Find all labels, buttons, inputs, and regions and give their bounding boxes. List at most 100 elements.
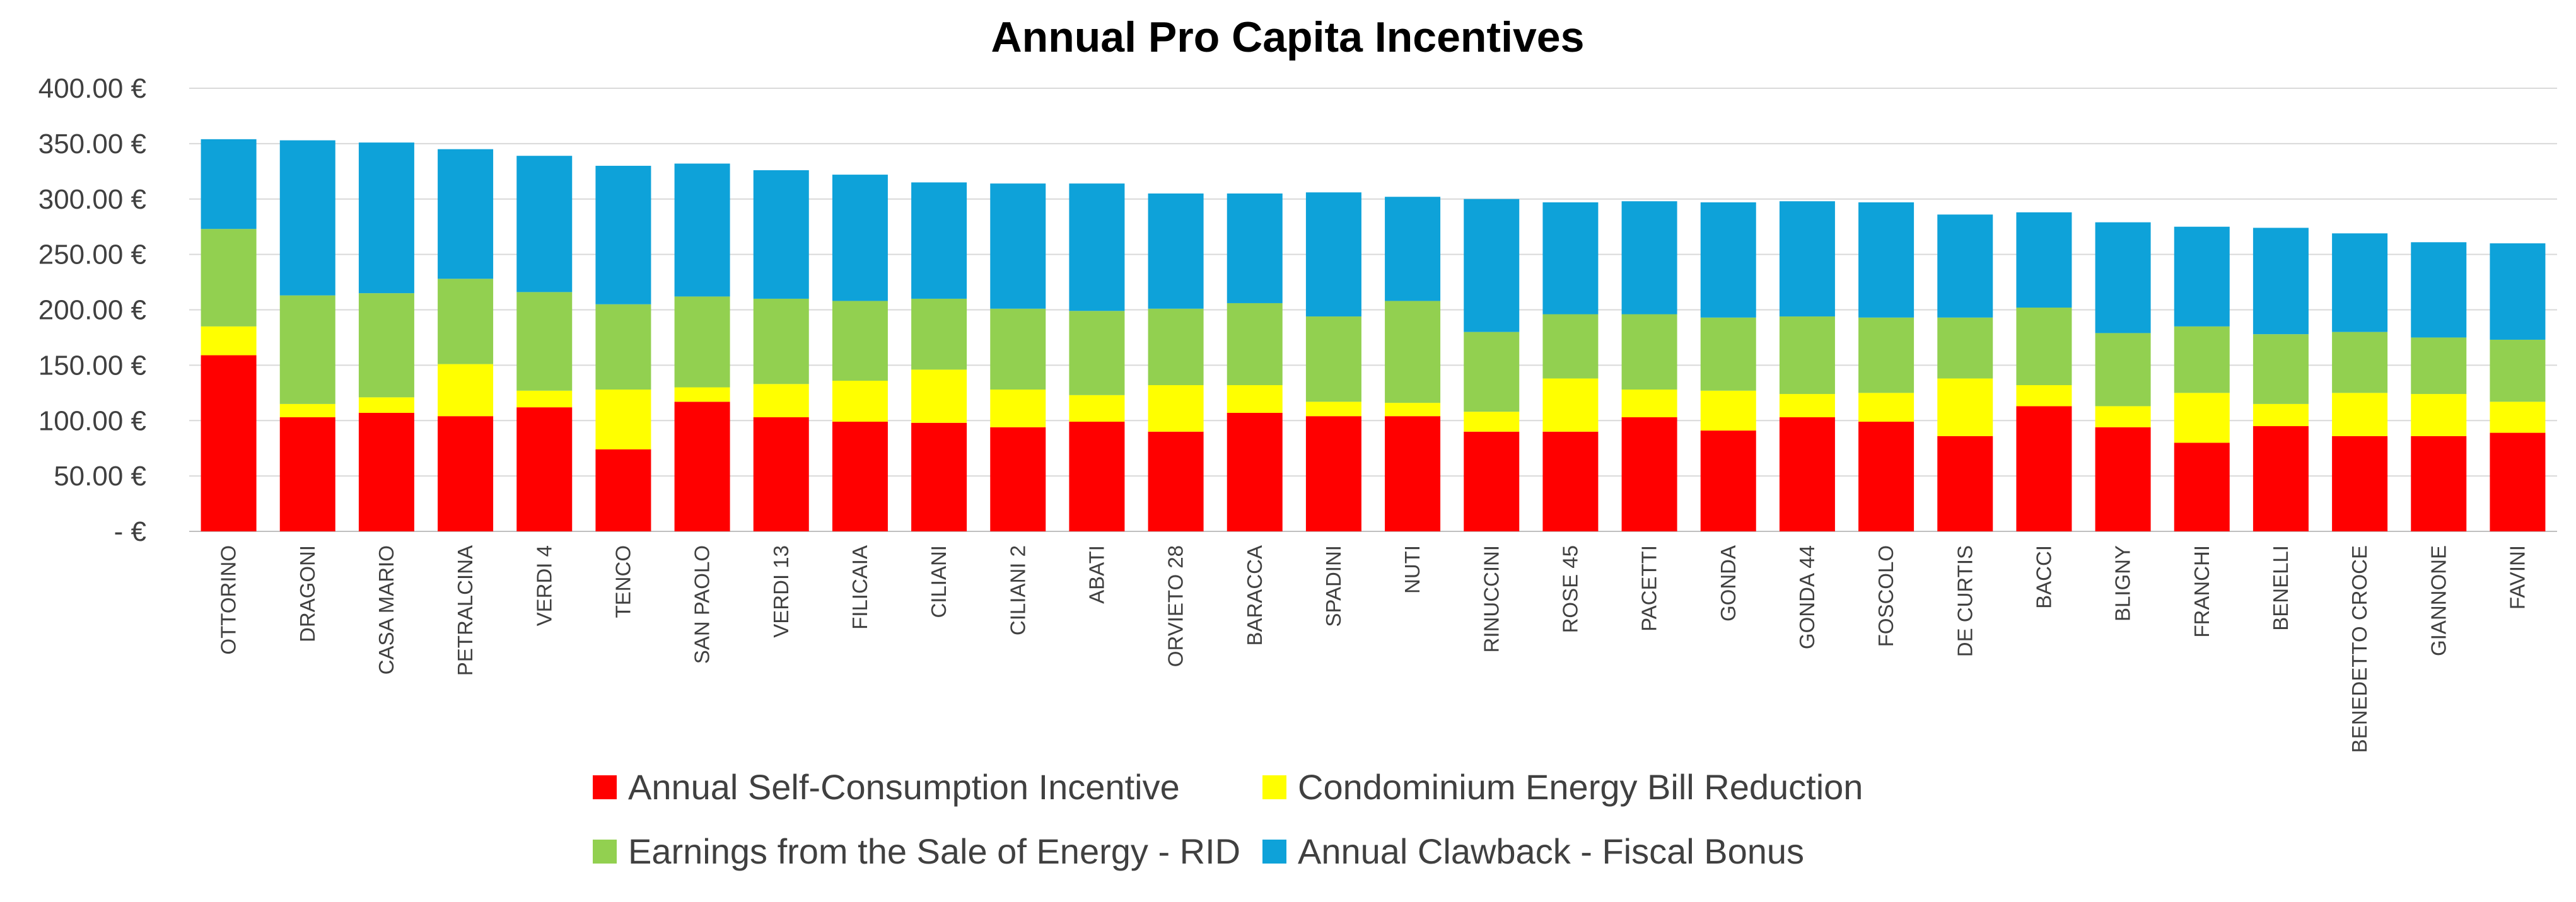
x-tick-label: ORVIETO 28 bbox=[1164, 545, 1187, 667]
bar-segment bbox=[2411, 242, 2467, 338]
x-tick-label: CILIANI 2 bbox=[1006, 545, 1029, 635]
x-tick-label: RINUCCINI bbox=[1479, 545, 1503, 653]
bar-segment bbox=[438, 149, 494, 279]
bar-stack bbox=[1858, 202, 1915, 531]
bar-segment bbox=[279, 295, 335, 404]
bar-stack bbox=[438, 149, 494, 531]
legend-label: Earnings from the Sale of Energy - RID bbox=[628, 831, 1240, 871]
bar-segment bbox=[595, 449, 651, 531]
x-tick-label: BARACCA bbox=[1243, 545, 1266, 646]
bar-segment bbox=[516, 292, 573, 391]
x-tick-label: GONDA bbox=[1716, 545, 1740, 622]
bar-stack bbox=[1700, 202, 1756, 531]
bar-segment bbox=[1069, 422, 1125, 531]
bar-stack bbox=[201, 139, 257, 531]
x-tick-label: BACCI bbox=[2032, 545, 2055, 609]
y-tick-label: 50.00 € bbox=[54, 461, 146, 492]
bar-segment bbox=[2174, 326, 2230, 393]
bar-stack bbox=[832, 175, 888, 531]
x-tick-label: BLIGNY bbox=[2111, 545, 2135, 622]
bar-segment bbox=[2095, 427, 2151, 531]
bar-segment bbox=[2253, 334, 2309, 404]
bar-segment bbox=[753, 384, 809, 417]
x-tick-label: CILIANI bbox=[927, 545, 950, 618]
bar-stack bbox=[2332, 233, 2388, 531]
bar-segment bbox=[2253, 228, 2309, 335]
bar-segment bbox=[201, 229, 257, 327]
x-tick-label: SAN PAOLO bbox=[691, 545, 714, 664]
x-axis-category-labels: OTTORINO DRAGONI CASA MARIO PETRALCINA VERDI… bbox=[217, 545, 2529, 753]
bar-segment bbox=[201, 139, 257, 229]
bar-stack bbox=[2095, 222, 2151, 531]
bar-segment bbox=[1069, 395, 1125, 422]
bar-stack bbox=[1069, 183, 1125, 531]
legend-swatch bbox=[1262, 840, 1286, 864]
bar-segment bbox=[2332, 233, 2388, 332]
bar-segment bbox=[1385, 301, 1441, 403]
bar-segment bbox=[1227, 303, 1283, 386]
bar-segment bbox=[1305, 316, 1361, 402]
bar-segment bbox=[201, 326, 257, 356]
bar-segment bbox=[1305, 416, 1361, 531]
bar-segment bbox=[1148, 385, 1204, 432]
bar-segment bbox=[911, 182, 967, 299]
legend-item: Condominium Energy Bill Reduction bbox=[1262, 767, 1863, 807]
bar-segment bbox=[2016, 212, 2072, 308]
x-tick-label: OTTORINO bbox=[217, 545, 240, 655]
bar-segment bbox=[2332, 436, 2388, 531]
bar-segment bbox=[2490, 402, 2546, 433]
bar-segment bbox=[2490, 243, 2546, 340]
y-tick-label: 300.00 € bbox=[38, 184, 146, 215]
bar-segment bbox=[1700, 390, 1756, 431]
y-tick-label: 250.00 € bbox=[38, 240, 146, 270]
bar-segment bbox=[1700, 202, 1756, 318]
y-axis-tick-labels: - € 50.00 € 100.00 € 150.00 € 200.00 € 250.00… bbox=[38, 73, 146, 547]
x-tick-label: VERDI 13 bbox=[769, 545, 793, 638]
x-tick-label: PACETTI bbox=[1638, 545, 1661, 632]
gridlines bbox=[189, 88, 2557, 532]
bar-segment bbox=[2411, 436, 2467, 531]
legend-label: Annual Clawback - Fiscal Bonus bbox=[1298, 831, 1804, 871]
bar-segment bbox=[1305, 192, 1361, 317]
x-tick-label: ABATI bbox=[1085, 545, 1108, 604]
bar-segment bbox=[2332, 393, 2388, 436]
bar-stack bbox=[2490, 243, 2546, 531]
bar-segment bbox=[2095, 222, 2151, 333]
x-tick-label: FOSCOLO bbox=[1874, 545, 1897, 647]
bar-segment bbox=[753, 170, 809, 299]
bar-segment bbox=[516, 156, 573, 292]
bar-segment bbox=[1542, 202, 1599, 315]
chart-title: Annual Pro Capita Incentives bbox=[991, 13, 1585, 61]
bars bbox=[201, 139, 2546, 531]
bar-segment bbox=[1858, 202, 1915, 318]
bar-stack bbox=[595, 166, 651, 531]
bar-segment bbox=[1858, 317, 1915, 393]
bar-segment bbox=[2095, 333, 2151, 407]
bar-segment bbox=[358, 293, 414, 398]
bar-segment bbox=[2095, 406, 2151, 427]
bar-segment bbox=[2490, 339, 2546, 402]
bar-stack bbox=[1305, 192, 1361, 531]
legend-item: Annual Self-Consumption Incentive bbox=[593, 767, 1180, 807]
x-tick-label: TENCO bbox=[611, 545, 634, 618]
bar-segment bbox=[1227, 385, 1283, 413]
bar-segment bbox=[2253, 403, 2309, 427]
bar-segment bbox=[911, 369, 967, 423]
bar-segment bbox=[1464, 199, 1520, 332]
bar-stack bbox=[1385, 197, 1441, 531]
bar-stack bbox=[1542, 202, 1599, 531]
bar-segment bbox=[990, 183, 1046, 309]
bar-segment bbox=[832, 380, 888, 422]
x-tick-label: BENELLI bbox=[2269, 545, 2292, 631]
legend-swatch bbox=[1262, 775, 1286, 799]
bar-stack bbox=[2016, 212, 2072, 531]
bar-segment bbox=[674, 402, 730, 531]
bar-segment bbox=[1069, 183, 1125, 311]
bar-stack bbox=[1464, 199, 1520, 531]
bar-segment bbox=[1069, 311, 1125, 395]
bar-stack bbox=[1621, 201, 1677, 531]
bar-segment bbox=[1937, 378, 1993, 436]
x-tick-label: FAVINI bbox=[2505, 545, 2529, 610]
bar-segment bbox=[516, 390, 573, 408]
